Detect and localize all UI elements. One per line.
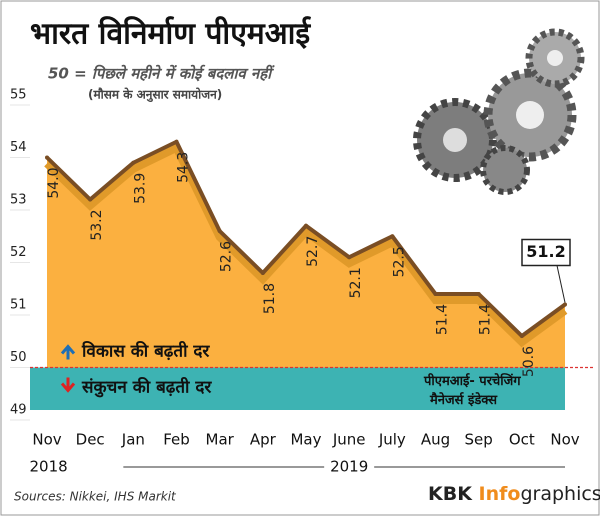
title: भारत विनिर्माण पीएमआई (30, 16, 311, 52)
subtitle: 50 = पिछले महीने में कोई बदलाव नहीं (48, 65, 275, 83)
value-label: 51.4 (478, 304, 494, 335)
point (88, 197, 93, 202)
year-bg (324, 457, 375, 477)
point (131, 160, 136, 165)
annotation: पीएमआई- परचेजिंग (423, 372, 521, 389)
x-tick-label: June (332, 431, 366, 449)
y-tick-label: 53 (10, 193, 27, 208)
point (260, 271, 265, 275)
value-label: 50.6 (521, 346, 537, 377)
gears-illustration (413, 28, 585, 195)
x-tick-label: Oct (509, 431, 535, 449)
y-tick-label: 51 (10, 298, 27, 313)
value-label: 54.0 (46, 168, 62, 199)
point (45, 155, 49, 160)
brand-part: Info (479, 483, 521, 505)
contraction-band (30, 367, 565, 410)
annotation: मैनेजर्स इंडेक्स (429, 392, 498, 408)
value-label: 54.3 (176, 152, 192, 183)
point (433, 292, 438, 296)
x-tick-label: Dec (76, 431, 105, 449)
point (217, 229, 222, 233)
x-tick-label: Apr (250, 431, 277, 449)
brand-part: KBK (428, 483, 479, 505)
source: Sources: Nikkei, IHS Markit (14, 490, 177, 504)
x-tick-label: July (378, 431, 406, 449)
year-label: 2019 (330, 458, 368, 476)
x-tick-label: Aug (421, 431, 450, 449)
x-tick-label: Mar (206, 431, 235, 449)
y-tick-label: 49 (10, 403, 27, 418)
y-tick-label: 54 (10, 140, 27, 155)
brand-part: graphics (520, 483, 600, 505)
subtitle-2: (मौसम के अनुसार समायोजन) (88, 88, 222, 103)
value-label: 53.2 (89, 210, 105, 241)
annotation: विकास की बढ़ती दर (81, 341, 210, 362)
brand: KBK Infographics (428, 483, 600, 505)
point (476, 292, 481, 296)
value-label: 53.9 (132, 173, 148, 204)
point (519, 334, 524, 338)
x-tick-label: Nov (32, 431, 61, 449)
annotation: संकुचन की बढ़ती दर (81, 377, 212, 398)
x-tick-label: Sep (465, 431, 493, 449)
y-tick-label: 50 (10, 350, 27, 365)
area-fill (47, 141, 565, 368)
x-tick-label: Jan (121, 431, 145, 449)
value-leader (556, 265, 566, 303)
y-tick-label: 55 (10, 88, 27, 103)
value-label: 52.5 (391, 246, 407, 277)
value-label: 51.8 (262, 283, 278, 314)
x-tick-label: May (290, 431, 321, 449)
point (174, 139, 179, 144)
point (347, 255, 352, 260)
point (390, 234, 395, 239)
up-arrow (60, 344, 76, 360)
value-label: 52.6 (219, 241, 235, 272)
value-label: 52.1 (348, 267, 364, 298)
year-label: 2018 (29, 458, 67, 476)
x-tick-label: Nov (550, 431, 579, 449)
value-label: 52.7 (305, 236, 321, 267)
value-label: 51.4 (435, 304, 451, 335)
value-label: 51.2 (526, 242, 565, 261)
x-tick-label: Feb (163, 431, 190, 449)
down-arrow (60, 377, 76, 393)
point (563, 302, 567, 307)
point (304, 223, 308, 228)
y-tick-label: 52 (10, 245, 27, 260)
line-shadow (44, 142, 568, 348)
value-box (521, 238, 571, 267)
